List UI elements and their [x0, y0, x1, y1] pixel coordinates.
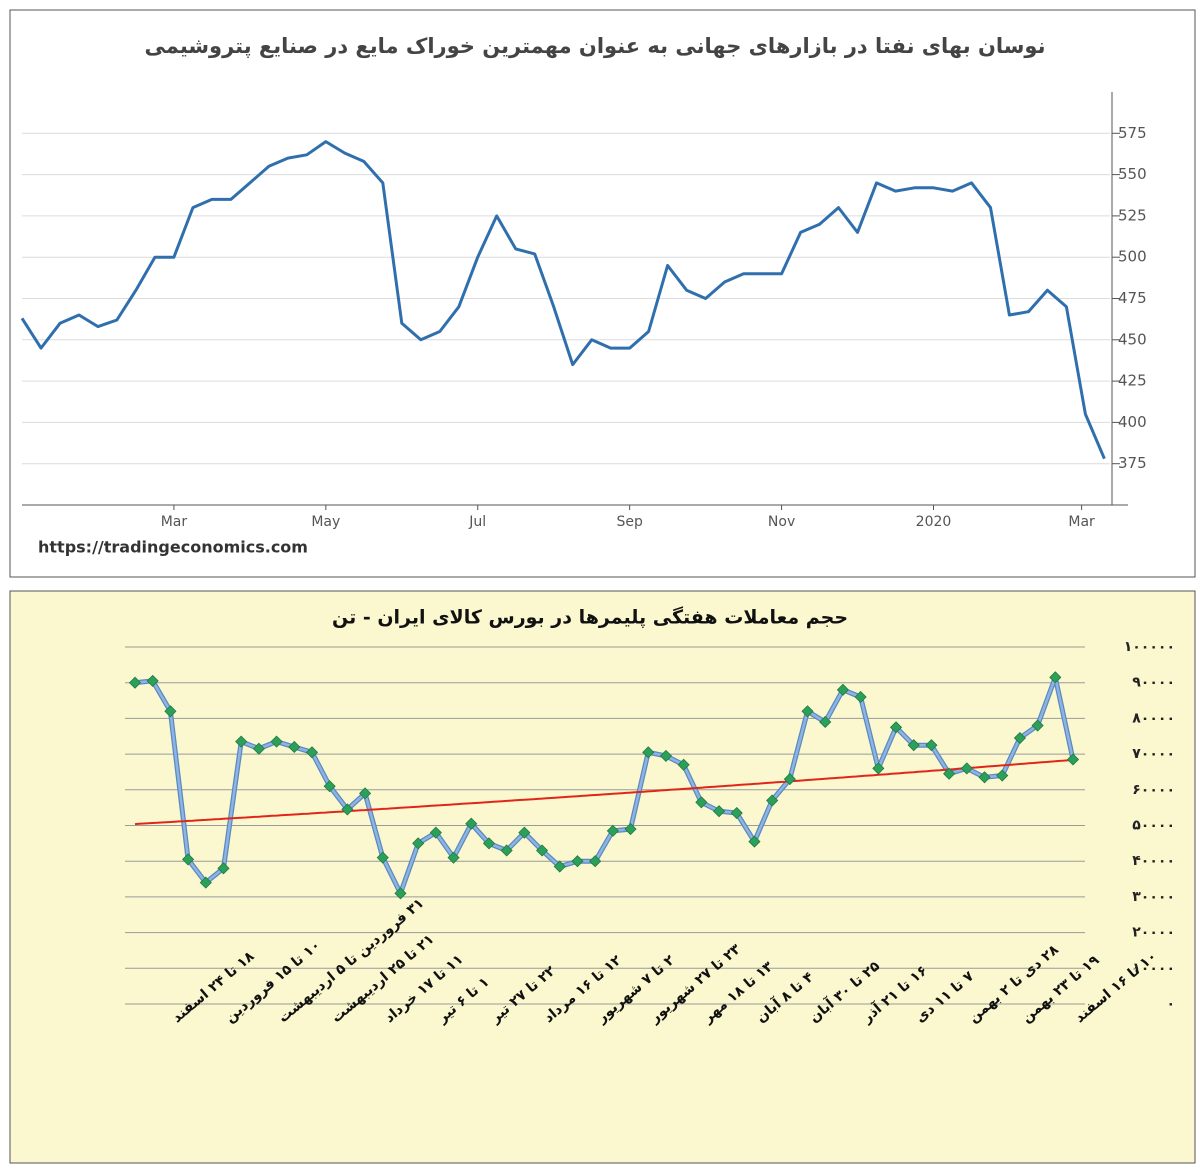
- y-tick-label: ۳۰۰۰۰: [1132, 889, 1175, 905]
- trendline: [134, 758, 1074, 826]
- marker: [500, 844, 513, 857]
- y-tick-label: ۱۰۰۰۰۰: [1124, 639, 1175, 655]
- y-tick-label: ۰: [1166, 996, 1175, 1012]
- y-tick-label: 450: [1118, 330, 1147, 348]
- y-tick-label: ۱۰۰۰۰: [1132, 960, 1175, 976]
- marker: [624, 823, 637, 836]
- marker: [978, 771, 991, 784]
- x-tick-label: Mar: [161, 514, 188, 530]
- marker: [836, 683, 849, 696]
- marker: [128, 676, 142, 689]
- marker: [182, 853, 195, 866]
- marker: [376, 851, 389, 864]
- y-tick-label: 425: [1118, 372, 1147, 390]
- x-tick-label: May: [311, 514, 340, 530]
- marker: [1066, 753, 1080, 766]
- source: https://tradingeconomics.com: [38, 538, 308, 557]
- y-tick-label: 575: [1118, 124, 1147, 142]
- marker: [695, 796, 708, 809]
- marker: [553, 860, 566, 873]
- marker: [270, 735, 283, 748]
- y-tick-label: 400: [1118, 413, 1147, 431]
- x-tick-label: Nov: [768, 514, 795, 530]
- marker: [889, 721, 903, 734]
- y-tick-label: 525: [1118, 206, 1147, 224]
- chart-title: حجم معاملات هفتگی پلیمرها در بورس کالای …: [332, 606, 848, 629]
- marker: [535, 844, 549, 857]
- marker: [323, 780, 336, 793]
- marker: [1049, 671, 1062, 684]
- marker: [1013, 731, 1026, 745]
- x-tick-label: 2020: [916, 514, 952, 530]
- marker: [1031, 719, 1044, 732]
- marker: [199, 876, 212, 889]
- x-tick-label: Jul: [468, 514, 486, 530]
- y-tick-label: 500: [1118, 248, 1147, 266]
- marker: [996, 769, 1009, 782]
- marker: [146, 674, 159, 687]
- x-tick-label: Sep: [616, 514, 643, 530]
- marker: [235, 735, 248, 748]
- marker: [288, 740, 301, 754]
- y-tick-label: ۵۰۰۰۰: [1132, 818, 1175, 834]
- marker: [783, 773, 796, 786]
- y-tick-label: 550: [1118, 165, 1147, 183]
- y-tick-label: ۸۰۰۰۰: [1132, 710, 1175, 726]
- marker: [819, 715, 832, 729]
- x-tick-label: Mar: [1068, 514, 1095, 530]
- marker: [518, 826, 531, 839]
- line: [20, 140, 1106, 460]
- marker: [589, 855, 602, 868]
- marker: [164, 705, 177, 718]
- marker: [677, 758, 690, 771]
- marker: [429, 826, 442, 839]
- marker: [447, 851, 460, 864]
- marker: [482, 837, 496, 850]
- marker: [854, 690, 867, 704]
- marker: [659, 749, 673, 762]
- marker: [412, 837, 425, 850]
- marker: [465, 817, 478, 830]
- marker: [748, 835, 761, 848]
- y-tick-label: ۹۰۰۰۰: [1132, 675, 1175, 691]
- marker: [907, 739, 920, 752]
- marker: [305, 746, 319, 759]
- marker: [642, 746, 655, 759]
- y-tick-label: ۶۰۰۰۰: [1132, 782, 1175, 798]
- y-tick-label: ۴۰۰۰۰: [1132, 853, 1175, 869]
- marker: [606, 824, 619, 837]
- marker: [730, 806, 743, 820]
- marker: [943, 767, 956, 780]
- marker: [925, 739, 938, 752]
- marker: [960, 762, 973, 775]
- marker: [394, 887, 407, 900]
- y-tick-label: ۲۰۰۰۰: [1132, 925, 1175, 941]
- marker: [217, 862, 230, 875]
- marker: [801, 705, 814, 718]
- y-tick-label: ۷۰۰۰۰: [1132, 746, 1175, 762]
- marker: [359, 787, 372, 800]
- marker: [252, 742, 265, 755]
- chart-frame: [9, 9, 1196, 578]
- marker: [341, 803, 354, 816]
- marker: [712, 805, 726, 818]
- marker: [766, 794, 779, 807]
- chart-title: نوسان بهای نفتا در بازارهای جهانی به عنو…: [145, 34, 1046, 58]
- y-tick-label: 375: [1118, 454, 1147, 472]
- chart-frame: [9, 590, 1196, 1164]
- y-tick-label: 475: [1118, 289, 1147, 307]
- marker: [571, 855, 584, 868]
- marker: [872, 762, 885, 775]
